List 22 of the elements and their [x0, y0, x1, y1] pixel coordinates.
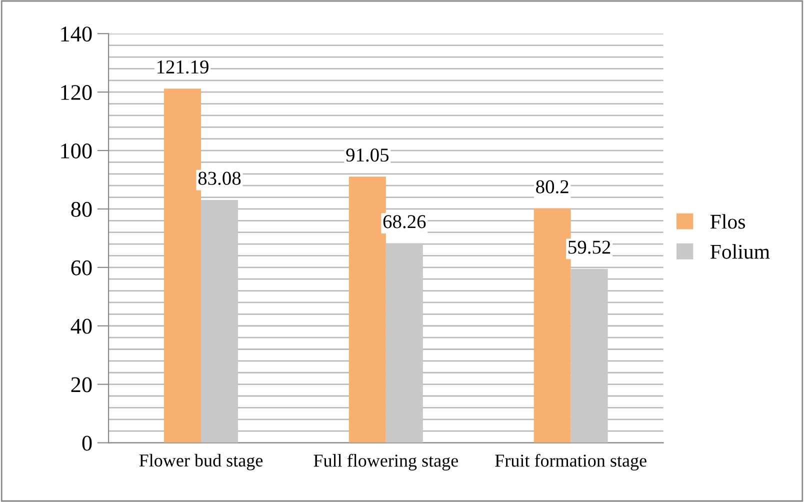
data-label: 59.52: [568, 240, 610, 254]
y-tick-label: 60: [71, 260, 92, 276]
y-tick-label: 120: [61, 85, 92, 100]
y-tick-label: 100: [61, 143, 92, 158]
data-label: 91.05: [346, 148, 389, 162]
bar: [201, 200, 238, 443]
legend-label: Flos: [710, 214, 745, 229]
x-tick-label: Fruit formation stage: [495, 454, 646, 470]
data-label: 121.19: [157, 60, 208, 74]
y-tick-label: 40: [70, 318, 92, 334]
bar: [386, 243, 423, 443]
y-tick-label: 0: [82, 436, 92, 451]
data-label: 83.08: [198, 172, 241, 185]
legend-label: Folium: [710, 244, 770, 259]
data-label: 68.26: [383, 215, 426, 228]
data-label: 80.2: [536, 180, 568, 194]
y-tick-label: 140: [61, 26, 92, 42]
x-tick-label: Full flowering stage: [314, 454, 458, 470]
y-tick-label: 80: [71, 202, 92, 217]
y-tick-label: 20: [71, 377, 92, 392]
x-tick-label: Flower bud stage: [139, 454, 263, 470]
bar: [570, 268, 608, 443]
